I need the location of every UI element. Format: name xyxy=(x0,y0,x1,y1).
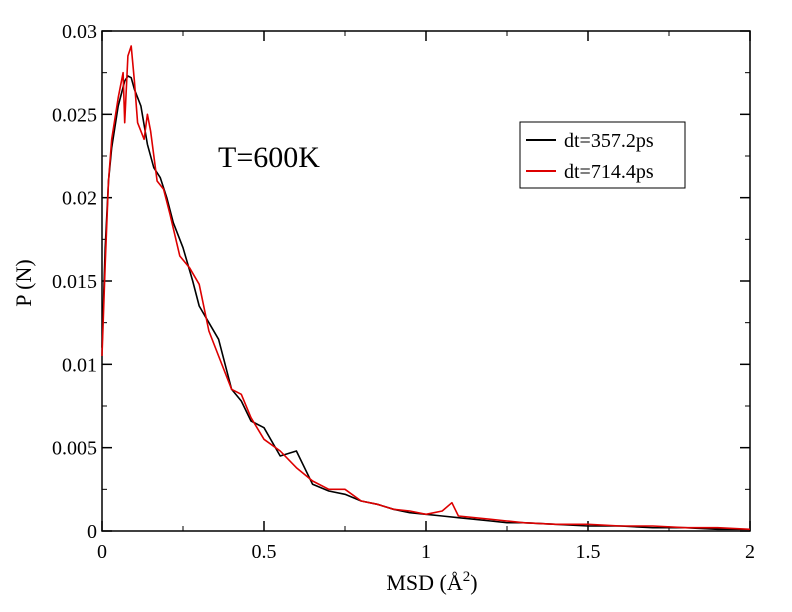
y-tick-label: 0.01 xyxy=(62,354,97,376)
plot-frame xyxy=(101,30,751,532)
chart-annotation: T=600K xyxy=(218,141,320,174)
x-tick-label: 1 xyxy=(421,541,431,563)
series-group xyxy=(101,45,751,531)
y-tick-label: 0.025 xyxy=(52,104,97,126)
x-axis-label-main: MSD (Å xyxy=(386,570,463,595)
legend-label-series-1: dt=357.2ps xyxy=(564,130,654,152)
y-tick-label: 0.03 xyxy=(62,21,97,43)
y-tick-label: 0.02 xyxy=(62,188,97,210)
y-axis-label: P (N) xyxy=(11,259,36,306)
x-tick-label: 0.5 xyxy=(252,541,277,563)
x-axis-label-superscript: 2 xyxy=(463,569,471,585)
legend-box xyxy=(519,121,686,189)
ticks: 0 0.5 1 1.5 2 0 0.005 0.01 0.015 0.02 0.025 0.03 xyxy=(52,21,755,563)
y-tick-label: 0.015 xyxy=(52,271,97,293)
series-line-2 xyxy=(101,45,751,531)
x-tick-label: 1.5 xyxy=(576,541,601,563)
legend-label-series-2: dt=714.4ps xyxy=(564,161,654,183)
series-line-1 xyxy=(101,75,750,531)
y-tick-label: 0 xyxy=(87,521,97,543)
x-tick-label: 0 xyxy=(97,541,107,563)
x-axis-label: MSD (Å2) xyxy=(386,569,477,595)
x-tick-label: 2 xyxy=(745,541,755,563)
x-axis-label-suffix: ) xyxy=(470,570,477,595)
y-tick-label: 0.005 xyxy=(52,438,97,460)
legend: dt=357.2ps dt=714.4ps xyxy=(519,121,686,189)
